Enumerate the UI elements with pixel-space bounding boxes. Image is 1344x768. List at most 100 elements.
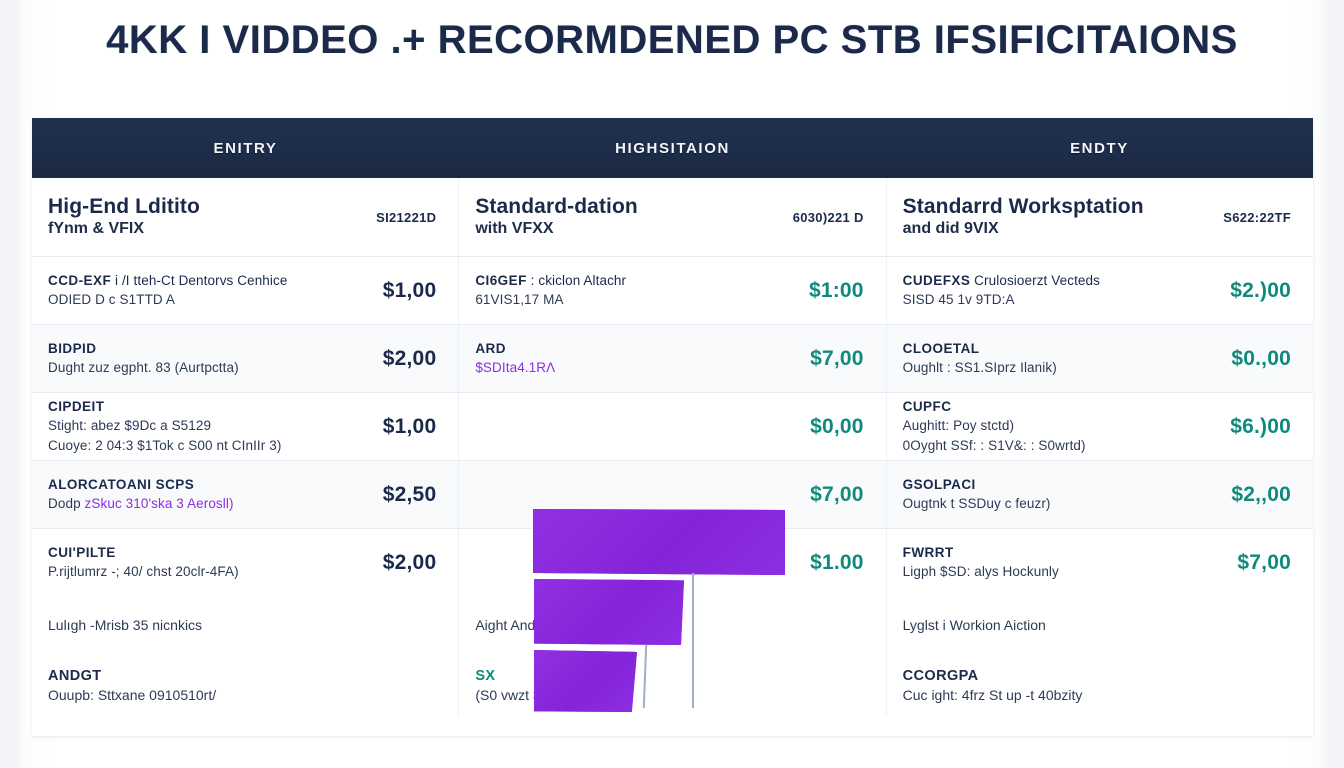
column-header-highend[interactable]: ENDTY <box>1070 139 1129 157</box>
table-header-row: ENITRY HIGHSITAION ENDTY <box>32 118 1313 178</box>
spec-detail-text: 61VIS1,17 MA <box>475 291 564 307</box>
spec-price: $2,,00 <box>1231 482 1291 506</box>
spec-detail: Ligph $SD: alys Hockunly <box>903 562 1059 582</box>
spec-detail-text: Stight: abez $9Dc a S5129 <box>48 418 212 434</box>
spec-label: CI6GEF : ckiclon Altachr <box>475 272 626 290</box>
spec-label: FWRRT <box>903 544 1059 562</box>
footer-cell-midrange[interactable]: SX (S0 vwzt 30TD & TB) <box>458 656 885 716</box>
spec-price: $1,00 <box>382 414 437 438</box>
spec-cell-midrange[interactable]: ARD $SDIta4.1RΛ $7,00 <box>458 325 885 392</box>
spec-label-key: ALORCATOANI SCPS <box>48 476 195 492</box>
spec-detail: Aughitt: Poy stctd) <box>903 416 1086 436</box>
footer-text: Ouupb: Sttxane 0910510rt/ <box>48 687 217 704</box>
spec-detail-secondary: Cuoye: 2 04:3 $1Tok c S00 nt CInIIr 3) <box>48 437 282 453</box>
footer-cell-entry[interactable]: ANDGT Ouupb: Sttxane 0910510rt/ <box>32 656 458 716</box>
table-row: BIDPID Dught zuz egpht. 83 (Aurtpctta) $2,… <box>32 325 1313 393</box>
spec-label: CLOOETAL <box>903 340 1057 358</box>
tier-cell-entry[interactable]: Hig-End Lditito fYnm & VFIX SI21221D <box>32 178 458 256</box>
spec-detail-text: Ligph $SD: alys Hockunly <box>902 563 1059 579</box>
spec-label-value: : ckiclon Altachr <box>526 272 627 288</box>
tier-row: Hig-End Lditito fYnm & VFIX SI21221D Sta… <box>32 178 1313 257</box>
spec-comparison-table: ENITRY HIGHSITAION ENDTY Hig-End Lditito… <box>32 118 1313 736</box>
spec-label-key: CCD-EXF <box>48 272 112 288</box>
spec-price: $0,00 <box>810 414 864 438</box>
spec-cell-entry[interactable]: ALORCATOANI SCPS Dodp zSkuc 310'ska 3 Aer… <box>32 461 458 528</box>
spec-label-key: CIPDEIT <box>48 398 105 414</box>
tier-name: Standarrd Worksptation <box>902 195 1144 219</box>
spec-price: $6.)00 <box>1230 414 1291 438</box>
spec-cell-midrange[interactable]: $1.00 <box>458 529 885 596</box>
spec-cell-highend[interactable]: GSOLPACI Ougtnk t SSDuy c feuzr) $2,,00 <box>885 461 1313 528</box>
spec-detail: Dodp zSkuc 310'ska 3 Aerosll) <box>48 494 234 514</box>
spec-detail: P.rijtlumrz -; 40/ chst 20clr-4FA) <box>48 562 239 582</box>
spec-label-key: GSOLPACI <box>902 476 976 492</box>
spec-detail-text: Dught zuz egpht. 83 (Aurtpctta) <box>48 359 239 375</box>
spec-label: ALORCATOANI SCPS <box>48 476 234 494</box>
spec-detail: Dught zuz egpht. 83 (Aurtpctta) <box>48 358 239 378</box>
spec-label-key: CI6GEF <box>475 272 527 288</box>
spec-price: $2,00 <box>382 550 437 574</box>
footer-cell-entry[interactable]: Lulıgh -Mrisb 35 nicnkics <box>32 596 458 656</box>
spec-label: BIDPID <box>48 340 239 358</box>
spec-cell-midrange[interactable]: $7,00 <box>458 461 885 528</box>
spec-detail-text: ODIED D c S1TTD A <box>48 291 175 307</box>
spec-label-key: CUPFC <box>902 398 952 414</box>
footer-cell-highend[interactable]: Lyglst i Workion Aiction <box>885 596 1313 656</box>
footer-heading: SX <box>475 668 496 685</box>
spec-detail-accent: $SDIta4.1RΛ <box>475 359 556 375</box>
spec-cell-entry[interactable]: BIDPID Dught zuz egpht. 83 (Aurtpctta) $2,… <box>32 325 458 392</box>
tier-subtitle: with VFXX <box>475 219 554 237</box>
spec-cell-midrange[interactable]: $0,00 <box>458 393 885 460</box>
spec-cell-entry[interactable]: CIPDEIT Stight: abez $9Dc a S5129 Cuoye: 2… <box>32 393 458 460</box>
spec-label: CIPDEIT <box>48 398 281 416</box>
column-header-entry[interactable]: ENITRY <box>213 139 278 157</box>
spec-cell-entry[interactable]: CUI'PILTE P.rijtlumrz -; 40/ chst 20clr-4… <box>32 529 458 596</box>
spec-detail-text: Oughlt : SS1.SIprz Ilanik) <box>902 359 1057 375</box>
tier-price: 6030)221 D <box>792 209 864 225</box>
tier-price: SI21221D <box>376 209 437 225</box>
spec-detail: Oughlt : SS1.SIprz Ilanik) <box>903 358 1057 378</box>
spec-detail-text: P.rijtlumrz -; 40/ chst 20clr-4FA) <box>48 563 239 579</box>
footer-heading: CCORGPA <box>902 668 979 685</box>
spec-detail-text: SISD 45 1v 9TD:A <box>902 291 1015 307</box>
spec-cell-highend[interactable]: CUPFC Aughitt: Poy stctd) 0Oyght SSf: : S1… <box>885 393 1313 460</box>
page-title: 4KK I VIDDEO .+ RECORMDENED PC STB IFSIF… <box>106 18 1238 62</box>
footer-row: Lulıgh -Mrisb 35 nicnkics Aight And I'ant… <box>32 596 1313 656</box>
tier-cell-highend[interactable]: Standarrd Worksptation and did 9VIX S622… <box>885 178 1313 256</box>
table-row: CIPDEIT Stight: abez $9Dc a S5129 Cuoye: 2… <box>32 393 1313 461</box>
spec-label-key: CUDEFXS <box>902 272 971 288</box>
spec-cell-highend[interactable]: CUDEFXS Crulosioerzt Vecteds SISD 45 1v 9… <box>885 257 1313 324</box>
spec-detail: SISD 45 1v 9TD:A <box>903 290 1100 310</box>
spec-label: GSOLPACI <box>903 476 1051 494</box>
spec-label-key: CLOOETAL <box>902 340 980 356</box>
tier-subtitle: fYnm & VFIX <box>48 219 145 237</box>
footer-text: (S0 vwzt 30TD & TB) <box>475 687 607 704</box>
spec-cell-midrange[interactable]: CI6GEF : ckiclon Altachr 61VIS1,17 MA $1:0… <box>458 257 885 324</box>
spec-row-group: CCD-EXF i /I tteh-Ct Dentorvs Cenhice ODI… <box>32 257 1313 596</box>
tier-subtitle: and did 9VIX <box>902 219 999 237</box>
tier-name: Standard-dation <box>475 195 638 219</box>
spec-cell-entry[interactable]: CCD-EXF i /I tteh-Ct Dentorvs Cenhice ODI… <box>32 257 458 324</box>
spec-price: $0.,00 <box>1231 346 1291 370</box>
footer-cell-highend[interactable]: CCORGPA Cuc ight: 4frz St up -t 40bzity <box>885 656 1313 716</box>
spec-price: $7,00 <box>810 482 864 506</box>
table-row: ALORCATOANI SCPS Dodp zSkuc 310'ska 3 Aer… <box>32 461 1313 529</box>
tier-price: S622:22TF <box>1223 209 1291 225</box>
tier-cell-midrange[interactable]: Standard-dation with VFXX 6030)221 D <box>458 178 885 256</box>
spec-detail-secondary: 0Oyght SSf: : S1V&: : S0wrtd) <box>902 437 1086 453</box>
spec-detail-text: Dodp <box>48 495 85 511</box>
spec-label: CCD-EXF i /I tteh-Ct Dentorvs Cenhice <box>48 272 287 290</box>
spec-label: CUDEFXS Crulosioerzt Vecteds <box>903 272 1100 290</box>
spec-detail: 61VIS1,17 MA <box>475 290 626 310</box>
footer-cell-midrange[interactable]: Aight And I'anth <box>458 596 885 656</box>
footer-text: Lyglst i Workion Aiction <box>902 617 1046 634</box>
spec-label-value: i /I tteh-Ct Dentorvs Cenhice <box>111 272 288 288</box>
column-header-midrange[interactable]: HIGHSITAION <box>615 139 730 157</box>
spec-price: $1:00 <box>808 278 864 302</box>
spec-price: $7,00 <box>810 346 864 370</box>
footer-text: Aight And I'anth <box>475 617 573 634</box>
spec-detail: $SDIta4.1RΛ <box>475 358 555 378</box>
spec-cell-highend[interactable]: CLOOETAL Oughlt : SS1.SIprz Ilanik) $0.,00 <box>885 325 1313 392</box>
spec-cell-highend[interactable]: FWRRT Ligph $SD: alys Hockunly $7,00 <box>885 529 1313 596</box>
